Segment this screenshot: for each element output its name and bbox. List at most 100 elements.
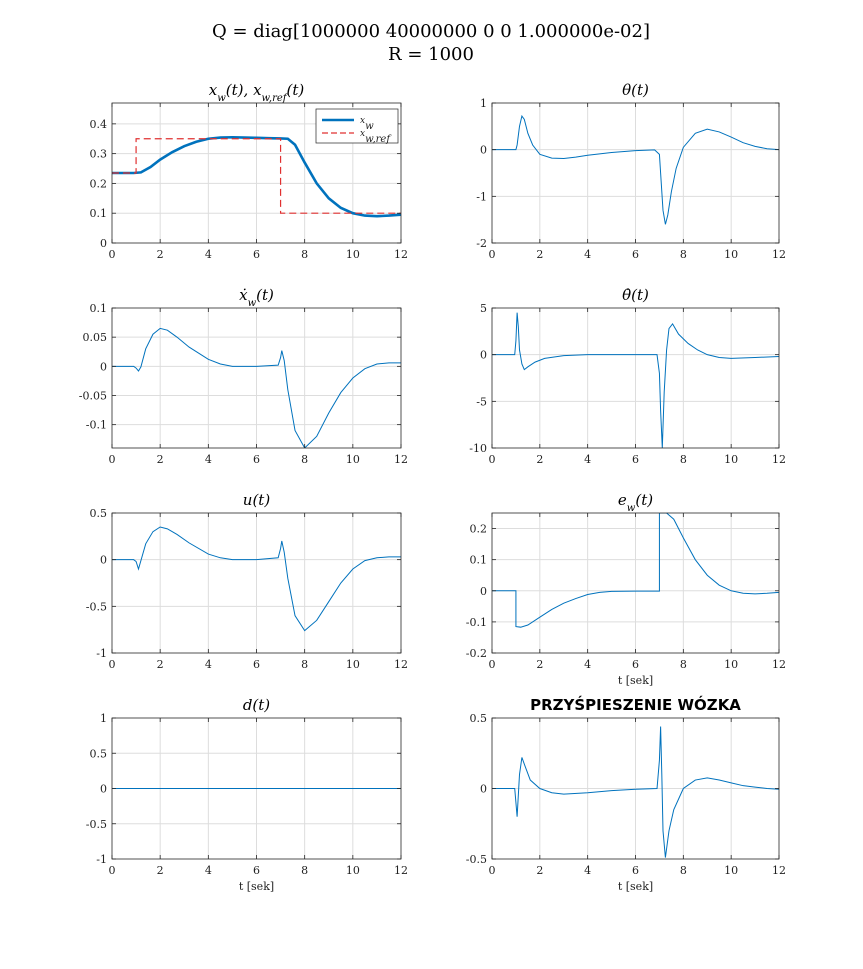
x-tick-label: 2 — [157, 248, 164, 261]
series-line-1 — [492, 114, 779, 225]
series-group — [492, 726, 779, 858]
subplot-3: 0 2 4 6 8 10 12 -0.1 -0.05 0 0.05 0.1 ẋw(t) — [79, 286, 408, 466]
subplot-7: 0 2 4 6 8 10 12 -1 -0.5 0 0.5 1 d(t) t [sek] — [86, 696, 408, 893]
series-group — [112, 135, 401, 218]
y-tick-label: 1 — [100, 712, 107, 725]
x-tick-label: 12 — [772, 864, 786, 877]
x-tick-label: 4 — [205, 248, 212, 261]
x-tick-label: 0 — [109, 453, 116, 466]
x-tick-label: 6 — [253, 248, 260, 261]
x-tick-label: 4 — [205, 453, 212, 466]
series-line-1 — [492, 312, 779, 448]
x-tick-label: 10 — [346, 864, 360, 877]
subplot-title: xw(t), xw,ref(t) — [209, 81, 305, 104]
subplot-title: ẋw(t) — [239, 286, 274, 309]
x-tick-label: 4 — [584, 248, 591, 261]
series-group — [492, 114, 779, 225]
subplot-4: 0 2 4 6 8 10 12 -10 -5 0 5 θ̇(t) — [469, 286, 786, 466]
y-tick-label: -2 — [476, 237, 487, 250]
y-tick-label: 0 — [480, 783, 487, 796]
y-tick-label: -0.1 — [466, 616, 487, 629]
y-tick-label: 0 — [480, 585, 487, 598]
series-group — [112, 327, 401, 448]
x-tick-label: 8 — [301, 453, 308, 466]
x-tick-label: 2 — [157, 453, 164, 466]
x-tick-label: 8 — [680, 658, 687, 671]
x-tick-label: 0 — [489, 248, 496, 261]
x-tick-label: 2 — [536, 658, 543, 671]
series-line-1 — [112, 135, 401, 218]
subplot-5: 0 2 4 6 8 10 12 -1 -0.5 0 0.5 u(t) — [86, 491, 408, 671]
subplot-title: θ̇(t) — [622, 286, 649, 304]
y-tick-label: -0.5 — [466, 853, 487, 866]
x-tick-label: 0 — [489, 864, 496, 877]
y-tick-label: -0.1 — [86, 419, 107, 432]
y-tick-label: -0.05 — [79, 390, 107, 403]
y-tick-label: 0.05 — [83, 331, 108, 344]
x-tick-label: 12 — [772, 453, 786, 466]
x-tick-label: 4 — [584, 658, 591, 671]
y-tick-label: 0.5 — [90, 507, 108, 520]
subplot-1: 0 2 4 6 8 10 12 0 0.1 0.2 0.3 0.4 xw(t), xw,ref(t) xw… — [90, 81, 409, 261]
x-tick-label: 8 — [680, 864, 687, 877]
y-tick-label: -10 — [469, 442, 487, 455]
x-tick-label: 12 — [772, 658, 786, 671]
series-line-1 — [112, 327, 401, 448]
x-tick-label: 4 — [205, 864, 212, 877]
subplot-2: 0 2 4 6 8 10 12 -2 -1 0 1 θ(t) — [476, 81, 786, 261]
x-tick-label: 0 — [109, 658, 116, 671]
series-line-1 — [492, 726, 779, 858]
y-tick-label: -1 — [96, 647, 107, 660]
x-tick-label: 10 — [724, 658, 738, 671]
x-axis-label: t [sek] — [618, 880, 653, 893]
x-tick-label: 6 — [253, 864, 260, 877]
series-line-1 — [112, 526, 401, 632]
y-tick-label: -0.5 — [86, 818, 107, 831]
x-tick-label: 8 — [301, 864, 308, 877]
x-tick-label: 12 — [394, 248, 408, 261]
x-tick-label: 10 — [346, 248, 360, 261]
x-tick-label: 12 — [394, 453, 408, 466]
y-tick-label: -1 — [476, 190, 487, 203]
y-tick-label: 1 — [480, 97, 487, 110]
x-tick-label: 6 — [632, 453, 639, 466]
figure-title-line2: R = 1000 — [388, 44, 474, 65]
x-axis-label: t [sek] — [239, 880, 274, 893]
y-tick-label: 0.2 — [470, 523, 488, 536]
figure-title-line1: Q = diag[1000000 40000000 0 0 1.000000e-… — [212, 21, 650, 42]
x-tick-label: 4 — [584, 453, 591, 466]
subplot-title: d(t) — [243, 696, 270, 714]
x-tick-label: 6 — [632, 248, 639, 261]
x-tick-label: 6 — [632, 864, 639, 877]
x-tick-label: 8 — [680, 248, 687, 261]
series-line-1 — [492, 513, 779, 628]
y-tick-label: 0.3 — [90, 148, 108, 161]
y-tick-label: -1 — [96, 853, 107, 866]
x-tick-label: 8 — [301, 248, 308, 261]
series-group — [492, 513, 779, 628]
y-tick-label: 0 — [100, 783, 107, 796]
y-tick-label: 0.5 — [470, 712, 488, 725]
x-tick-label: 0 — [109, 864, 116, 877]
x-tick-label: 0 — [489, 658, 496, 671]
y-tick-label: 5 — [480, 302, 487, 315]
x-tick-label: 12 — [394, 658, 408, 671]
x-tick-label: 2 — [157, 864, 164, 877]
x-tick-label: 12 — [394, 864, 408, 877]
x-tick-label: 2 — [536, 248, 543, 261]
legend-label-2: xw,ref — [360, 129, 392, 145]
y-tick-label: 0.4 — [90, 118, 108, 131]
y-tick-label: -5 — [476, 395, 487, 408]
x-tick-label: 4 — [205, 658, 212, 671]
legend-box — [315, 108, 399, 144]
x-axis-label: t [sek] — [618, 674, 653, 687]
x-tick-label: 6 — [253, 658, 260, 671]
subplot-title: PRZYŚPIESZENIE WÓZKA — [530, 695, 741, 714]
y-tick-label: 0.2 — [90, 177, 108, 190]
y-tick-label: 0 — [480, 144, 487, 157]
x-tick-label: 10 — [346, 658, 360, 671]
